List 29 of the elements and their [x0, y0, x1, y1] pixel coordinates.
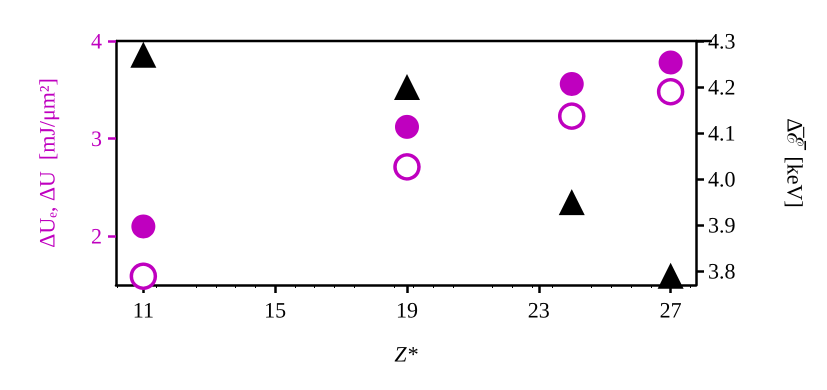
- point: [560, 72, 584, 96]
- y-tick-label: 3: [91, 126, 102, 152]
- y-tick-label: 2: [91, 224, 102, 249]
- y2-tick-label: 3.9: [708, 212, 736, 238]
- x-tick-label: 15: [264, 298, 286, 322]
- point: [130, 262, 158, 290]
- x-tick-label: 23: [528, 298, 550, 322]
- point: [558, 189, 585, 216]
- y2-tick-label: 4.0: [708, 166, 736, 192]
- point: [131, 214, 156, 238]
- y2-axis-title: Δ̅ℰ̅ [keV]: [782, 118, 808, 208]
- point: [130, 42, 156, 68]
- y2-tick-label: 3.8: [708, 258, 736, 284]
- x-axis-title: Z*: [394, 342, 418, 366]
- point: [656, 78, 684, 106]
- point: [393, 153, 421, 181]
- y2-tick-label: 4.2: [708, 74, 736, 100]
- y-tick-label: 4: [91, 28, 102, 54]
- x-tick-label: 19: [396, 298, 418, 322]
- point: [558, 102, 586, 130]
- y2-tick-label: 4.1: [708, 120, 736, 146]
- point: [658, 262, 684, 289]
- point: [395, 114, 419, 139]
- point: [394, 74, 420, 100]
- x-tick-label: 27: [660, 298, 682, 322]
- x-tick-label: 11: [132, 298, 154, 322]
- y2-tick-label: 4.3: [708, 28, 736, 54]
- point: [658, 50, 683, 74]
- y-axis-title: ΔUₑ, ΔU [mJ/μm²]: [34, 78, 60, 248]
